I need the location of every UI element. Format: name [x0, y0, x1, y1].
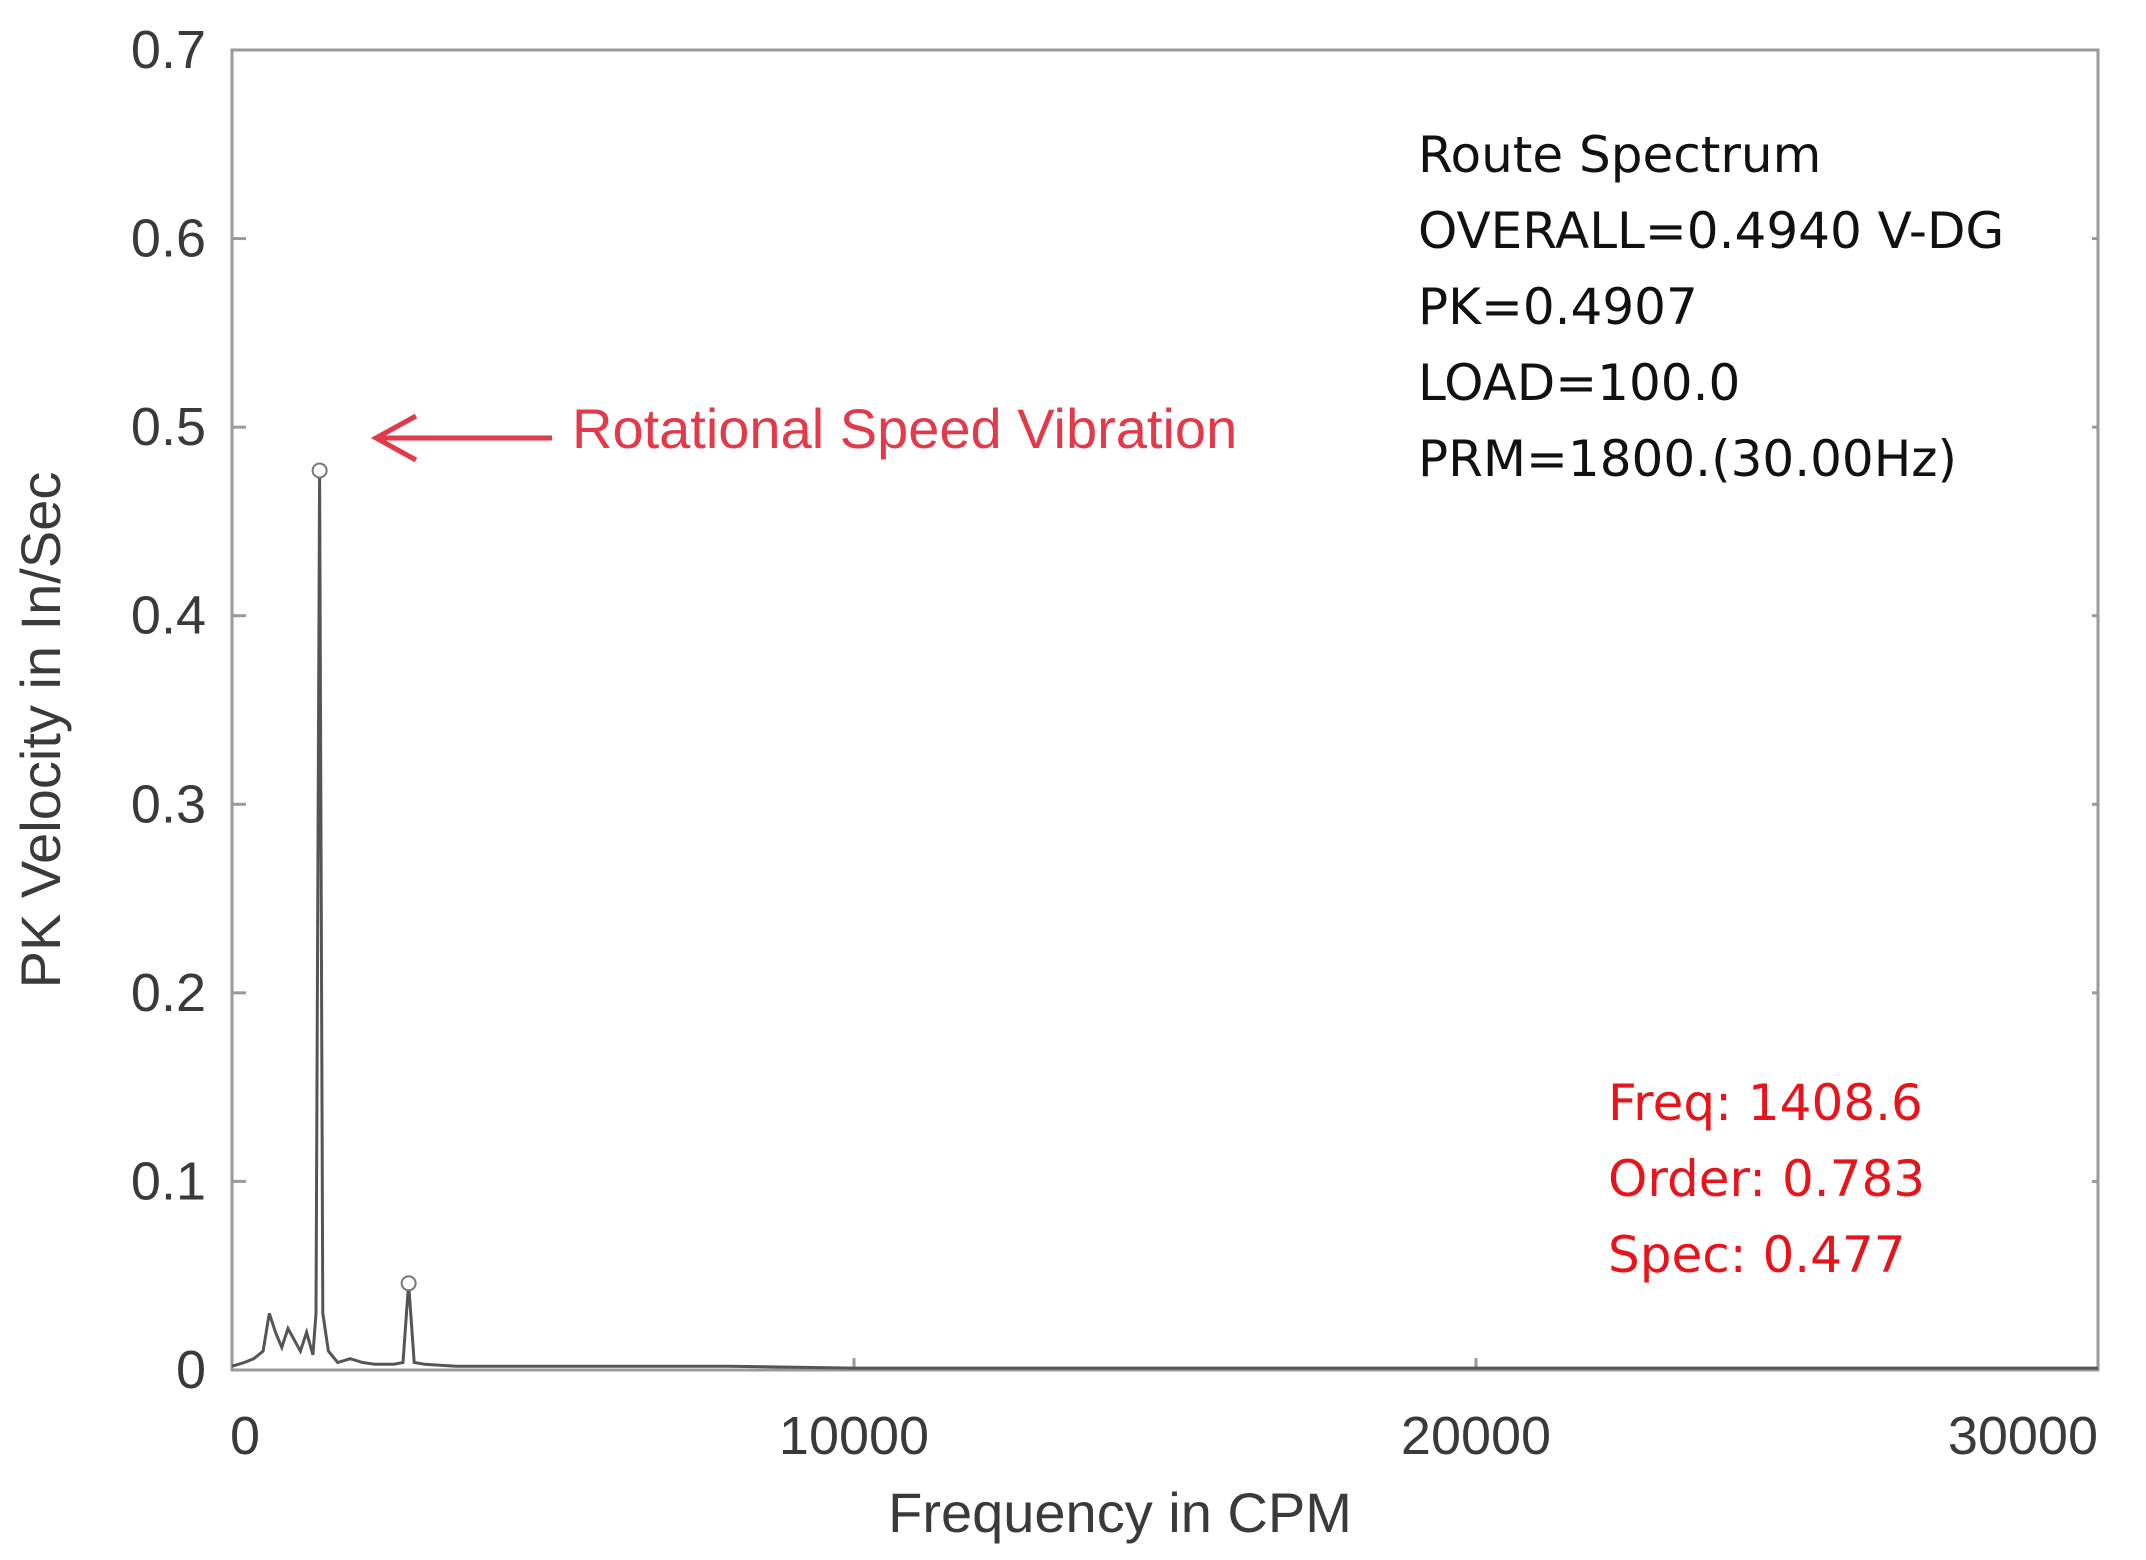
cursor-line: Spec: 0.477 — [1608, 1226, 1906, 1284]
x-tick-label: 30000 — [1948, 1406, 2098, 1466]
cursor-line: Order: 0.783 — [1608, 1150, 1925, 1208]
y-tick-label: 0.3 — [131, 774, 206, 834]
cursor-readout: Freq: 1408.6 Order: 0.783 Spec: 0.477 — [1608, 1074, 1925, 1284]
peak-marker — [311, 462, 328, 479]
peak-markers — [311, 462, 417, 1292]
peak-marker — [400, 1275, 417, 1292]
y-tick-label: 0.5 — [131, 397, 206, 457]
x-axis-ticks: 0 10000 20000 30000 — [230, 1358, 2100, 1466]
spectrum-series — [231, 470, 2098, 1370]
series-line-0 — [231, 470, 2098, 1370]
annotation-label: Rotational Speed Vibration — [572, 397, 1237, 460]
info-line: LOAD=100.0 — [1418, 354, 1740, 412]
route-spectrum-info: Route Spectrum OVERALL=0.4940 V-DG PK=0.49… — [1418, 126, 2004, 488]
y-tick-label: 0.2 — [131, 963, 206, 1023]
y-tick-label: 0.6 — [131, 209, 206, 269]
y-axis-title: PK Velocity in In/Sec — [9, 472, 72, 989]
y-axis-ticks: 0 0.1 0.2 0.3 0.4 0.5 0.6 0.7 — [131, 20, 2098, 1400]
info-line: PK=0.4907 — [1418, 278, 1698, 336]
cursor-line: Freq: 1408.6 — [1608, 1074, 1923, 1132]
rotational-speed-annotation: Rotational Speed Vibration — [370, 397, 1237, 463]
info-line: PRM=1800.(30.00Hz) — [1418, 430, 1957, 488]
x-tick-label: 10000 — [779, 1406, 929, 1466]
x-tick-label: 0 — [230, 1406, 260, 1466]
plot-area — [230, 48, 2100, 1372]
x-tick-label: 20000 — [1401, 1406, 1551, 1466]
annotation-arrow-head — [370, 413, 418, 463]
y-tick-label: 0 — [176, 1340, 206, 1400]
x-axis-title: Frequency in CPM — [888, 1481, 1352, 1544]
y-tick-label: 0.1 — [131, 1151, 206, 1211]
info-line: OVERALL=0.4940 V-DG — [1418, 202, 2004, 260]
y-tick-label: 0.4 — [131, 586, 206, 646]
y-tick-label: 0.7 — [131, 20, 206, 80]
info-line: Route Spectrum — [1418, 126, 1821, 184]
